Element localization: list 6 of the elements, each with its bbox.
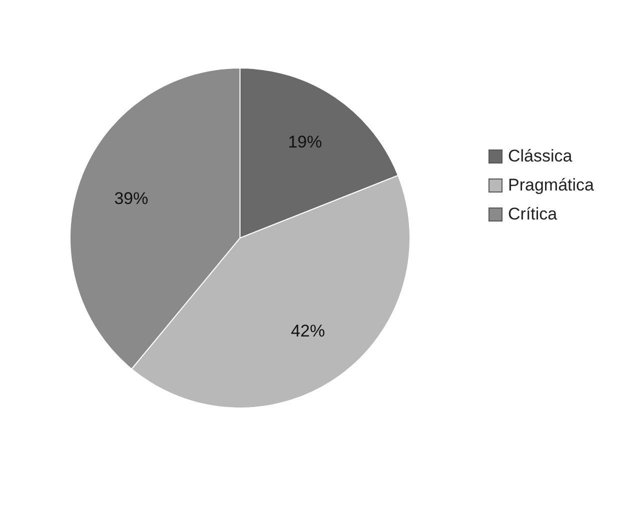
legend-label: Clássica — [508, 146, 573, 166]
data-label: 42% — [290, 322, 325, 341]
legend-label: Crítica — [508, 204, 558, 224]
legend-label: Pragmática — [508, 176, 595, 194]
data-label: 19% — [288, 132, 322, 152]
data-label: 39% — [114, 188, 148, 208]
